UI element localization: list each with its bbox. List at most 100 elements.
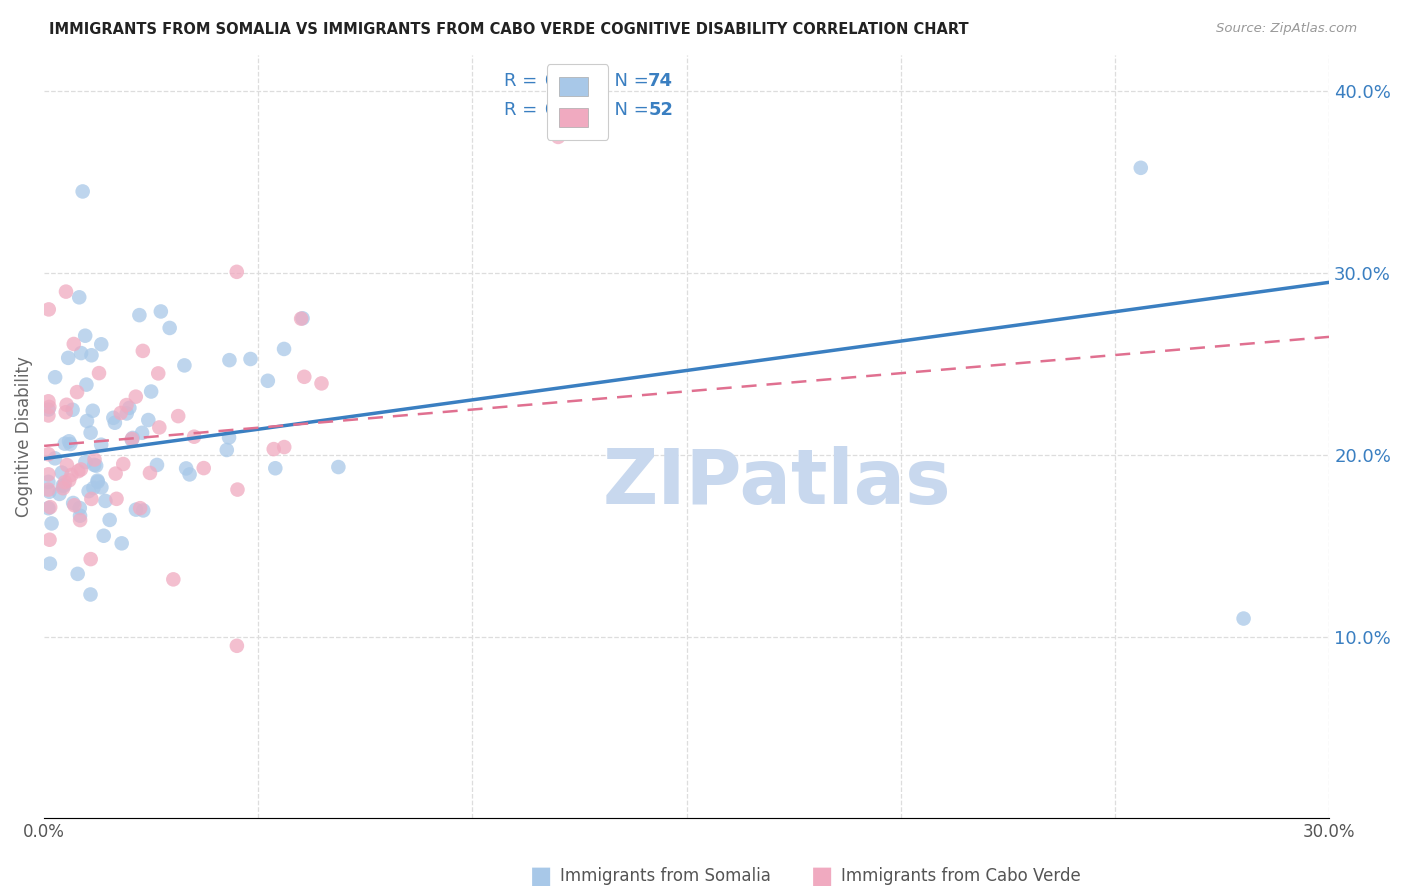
Point bbox=[104, 416, 127, 430]
Point bbox=[311, 376, 333, 391]
Point bbox=[67, 464, 90, 478]
Point bbox=[67, 290, 90, 304]
Point bbox=[110, 406, 132, 420]
Point bbox=[218, 430, 240, 444]
Point bbox=[83, 458, 105, 472]
Text: IMMIGRANTS FROM SOMALIA VS IMMIGRANTS FROM CABO VERDE COGNITIVE DISABILITY CORRE: IMMIGRANTS FROM SOMALIA VS IMMIGRANTS FR… bbox=[49, 22, 969, 37]
Point bbox=[44, 451, 66, 466]
Point bbox=[79, 425, 101, 440]
Point bbox=[55, 405, 77, 419]
Text: N =: N = bbox=[603, 72, 655, 90]
Point bbox=[39, 500, 62, 515]
Point bbox=[264, 461, 287, 475]
Point bbox=[149, 304, 172, 318]
Point bbox=[70, 462, 93, 476]
Point bbox=[94, 494, 117, 508]
Point bbox=[37, 475, 59, 489]
Point bbox=[179, 467, 201, 482]
Point bbox=[291, 311, 314, 326]
Point bbox=[132, 503, 155, 517]
Point bbox=[86, 474, 108, 488]
Point bbox=[131, 425, 153, 440]
Point bbox=[80, 491, 103, 506]
Point bbox=[82, 403, 104, 417]
Point bbox=[1129, 161, 1152, 175]
Point bbox=[90, 438, 112, 452]
Point bbox=[87, 366, 110, 380]
Text: Source: ZipAtlas.com: Source: ZipAtlas.com bbox=[1216, 22, 1357, 36]
Point bbox=[121, 432, 143, 446]
Point bbox=[37, 501, 59, 516]
Point bbox=[63, 498, 86, 512]
Point bbox=[98, 513, 121, 527]
Point bbox=[225, 639, 247, 653]
Point bbox=[93, 529, 115, 543]
Point bbox=[328, 460, 350, 475]
Point bbox=[111, 536, 134, 550]
Point bbox=[167, 409, 190, 423]
Point bbox=[84, 458, 107, 473]
Point bbox=[146, 458, 169, 472]
Text: 0.148: 0.148 bbox=[544, 101, 600, 119]
Text: R =: R = bbox=[505, 101, 543, 119]
Text: 52: 52 bbox=[648, 101, 673, 119]
Point bbox=[90, 480, 112, 494]
Text: Immigrants from Somalia: Immigrants from Somalia bbox=[560, 867, 770, 885]
Point bbox=[547, 130, 569, 145]
Text: Immigrants from Cabo Verde: Immigrants from Cabo Verde bbox=[841, 867, 1081, 885]
Point bbox=[82, 481, 104, 495]
Point bbox=[103, 410, 125, 425]
Point bbox=[132, 343, 155, 358]
Point bbox=[62, 402, 84, 417]
Point bbox=[76, 414, 98, 428]
Point bbox=[75, 328, 97, 343]
Point bbox=[125, 502, 148, 516]
Point bbox=[80, 552, 103, 566]
Point bbox=[66, 566, 89, 581]
Point bbox=[55, 398, 77, 412]
Point bbox=[38, 557, 60, 571]
Text: 0.325: 0.325 bbox=[544, 72, 600, 90]
Point bbox=[139, 384, 162, 399]
Point bbox=[53, 478, 76, 492]
Point bbox=[37, 447, 59, 461]
Point bbox=[66, 385, 89, 400]
Point bbox=[37, 402, 59, 417]
Point bbox=[62, 337, 84, 351]
Point bbox=[58, 473, 80, 487]
Y-axis label: Cognitive Disability: Cognitive Disability bbox=[15, 357, 32, 517]
Text: R =: R = bbox=[505, 72, 543, 90]
Point bbox=[38, 302, 60, 317]
Point bbox=[139, 466, 162, 480]
Point bbox=[80, 348, 103, 362]
Point bbox=[56, 458, 79, 472]
Point bbox=[129, 501, 152, 516]
Point bbox=[226, 483, 249, 497]
Point bbox=[69, 513, 91, 527]
Point bbox=[77, 484, 100, 499]
Point bbox=[112, 457, 135, 471]
Point bbox=[273, 342, 295, 356]
Point bbox=[121, 433, 143, 447]
Point bbox=[162, 573, 184, 587]
Point bbox=[115, 398, 138, 412]
Point bbox=[58, 351, 80, 365]
Point bbox=[53, 436, 76, 450]
Point bbox=[44, 370, 66, 384]
Point bbox=[290, 311, 312, 326]
Text: N =: N = bbox=[603, 101, 655, 119]
Point bbox=[51, 466, 73, 480]
Point bbox=[52, 479, 75, 493]
Point bbox=[173, 359, 195, 373]
Text: ■: ■ bbox=[811, 864, 834, 888]
Text: ZIPatlas: ZIPatlas bbox=[602, 446, 950, 520]
Point bbox=[37, 394, 59, 409]
Point bbox=[118, 401, 141, 415]
Point bbox=[62, 496, 84, 510]
Point bbox=[128, 308, 150, 322]
Point bbox=[136, 413, 159, 427]
Point bbox=[225, 265, 247, 279]
Point bbox=[90, 337, 112, 351]
Point bbox=[125, 390, 148, 404]
Point bbox=[38, 484, 60, 499]
